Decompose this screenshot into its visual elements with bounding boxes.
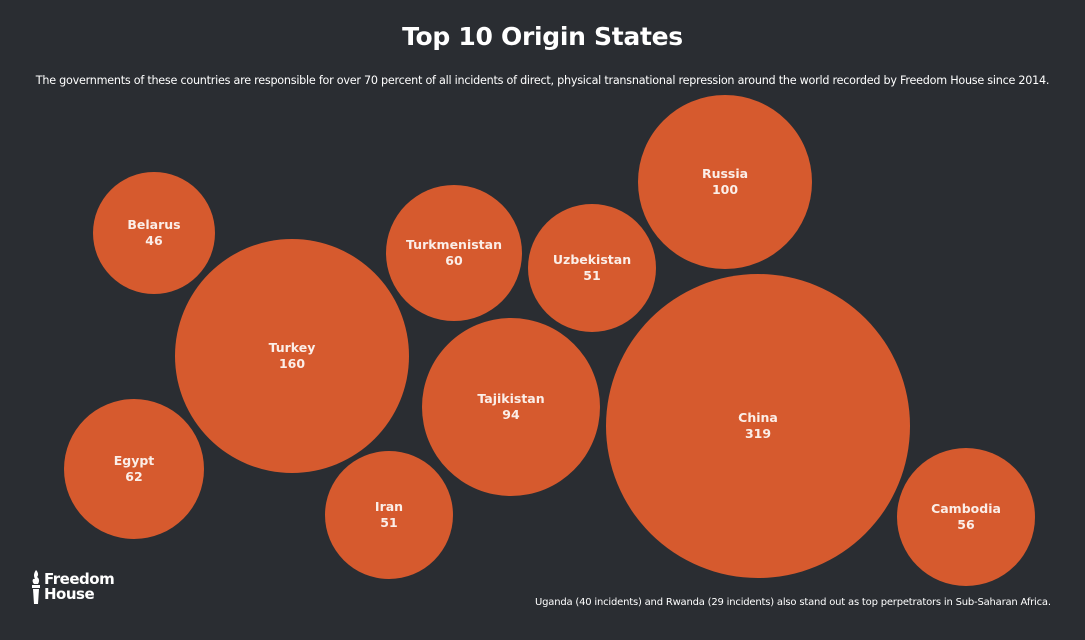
bubble-value: 160 xyxy=(278,356,306,371)
bubble-label: China xyxy=(738,410,778,425)
bubble-value: 46 xyxy=(145,233,163,248)
chart-title: Top 10 Origin States xyxy=(402,22,683,51)
logo-text-line2: House xyxy=(44,585,95,603)
bubble-uzbekistan: Uzbekistan 51 xyxy=(528,204,656,332)
bubble-turkmenistan: Turkmenistan 60 xyxy=(386,185,522,321)
bubble-value: 94 xyxy=(502,407,520,422)
bubble-label: Iran xyxy=(374,499,404,514)
torch-icon xyxy=(32,570,40,604)
bubble-value: 56 xyxy=(957,517,975,532)
bubble-value: 60 xyxy=(445,253,463,268)
bubble-tajikistan: Tajikistan 94 xyxy=(422,318,600,496)
bubble-turkey: Turkey 160 xyxy=(175,239,409,473)
bubble-iran: Iran 51 xyxy=(325,451,453,579)
bubble-egypt: Egypt 62 xyxy=(64,399,204,539)
bubble-label: Uzbekistan xyxy=(552,252,632,267)
bubble-label: Cambodia xyxy=(931,501,1001,516)
bubble-belarus: Belarus 46 xyxy=(93,172,215,294)
bubble-label: Tajikistan xyxy=(477,391,545,406)
bubble-value: 100 xyxy=(711,182,739,197)
bubble-label: Egypt xyxy=(113,453,155,468)
logo-text-line1: Freedom xyxy=(44,570,115,588)
bubble-label: Turkmenistan xyxy=(406,237,502,252)
bubble-value: 51 xyxy=(583,268,601,283)
bubble-label: Belarus xyxy=(127,217,181,232)
bubble-value: 62 xyxy=(125,469,143,484)
bubble-china: China 319 xyxy=(606,274,910,578)
chart-subtitle: The governments of these countries are r… xyxy=(35,74,1050,87)
freedom-house-logo: Freedom House xyxy=(31,570,115,604)
bubble-russia: Russia 100 xyxy=(638,95,812,269)
bubble-label: Russia xyxy=(701,166,749,181)
bubble-value: 51 xyxy=(380,515,398,530)
bubble-label: Turkey xyxy=(268,340,316,355)
footnote: Uganda (40 incidents) and Rwanda (29 inc… xyxy=(535,597,1051,608)
bubble-cambodia: Cambodia 56 xyxy=(897,448,1035,586)
bubble-value: 319 xyxy=(744,426,772,441)
